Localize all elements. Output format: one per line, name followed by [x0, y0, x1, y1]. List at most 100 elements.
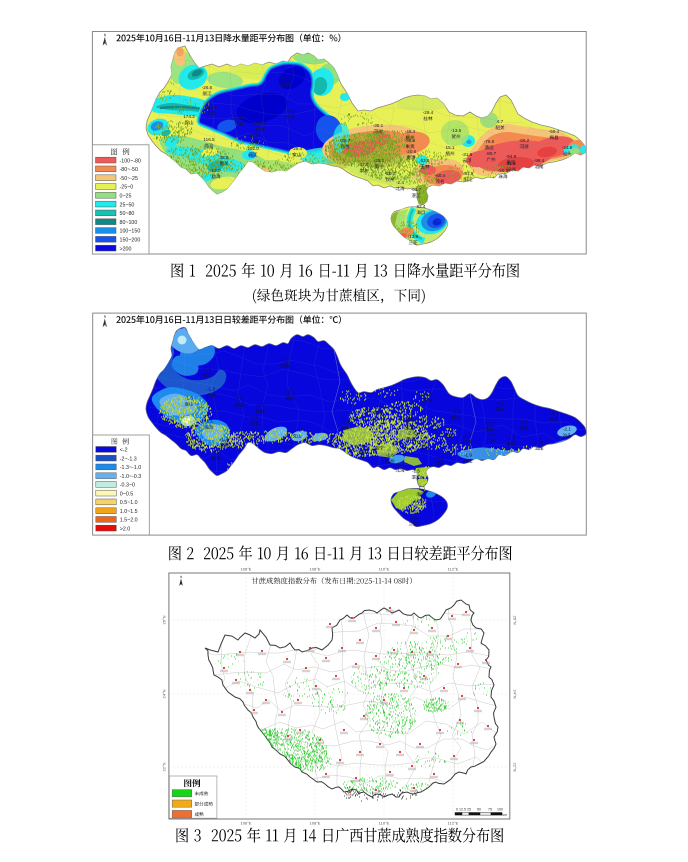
svg-text:-76.8: -76.8 — [484, 139, 495, 144]
svg-text:244.0: 244.0 — [284, 108, 296, 113]
svg-text:110°E: 110°E — [379, 567, 390, 572]
svg-text:-2.1: -2.1 — [293, 428, 301, 433]
svg-text:-20.0: -20.0 — [385, 171, 396, 176]
svg-text:-1.3~-1.0: -1.3~-1.0 — [120, 465, 141, 471]
svg-text:-20.6: -20.6 — [406, 149, 417, 154]
svg-text:-25~0: -25~0 — [120, 185, 134, 191]
svg-text:110°E: 110°E — [379, 821, 390, 826]
svg-text:1.5~2.0: 1.5~2.0 — [120, 518, 138, 524]
svg-text:-1.6: -1.6 — [360, 444, 368, 449]
svg-text:112°E: 112°E — [448, 821, 459, 826]
svg-text:-1.2: -1.2 — [220, 437, 228, 442]
svg-text:41.6: 41.6 — [507, 161, 516, 166]
svg-text:25~50: 25~50 — [120, 202, 135, 208]
svg-text:-25.1: -25.1 — [374, 158, 385, 163]
svg-text:-31.8: -31.8 — [462, 152, 473, 157]
svg-text:-3.3: -3.3 — [550, 411, 558, 416]
svg-text:-2.7: -2.7 — [487, 433, 495, 438]
svg-text:-2.6: -2.6 — [424, 392, 432, 397]
svg-text:250.1: 250.1 — [254, 121, 266, 126]
svg-text:244.1: 244.1 — [233, 115, 245, 120]
svg-text:<-2: <-2 — [120, 448, 128, 454]
svg-text:4.7: 4.7 — [497, 119, 504, 124]
svg-text:-3.3: -3.3 — [485, 421, 493, 426]
svg-text:-2.5: -2.5 — [235, 397, 243, 402]
svg-text:50: 50 — [477, 808, 481, 812]
svg-text:-13.9: -13.9 — [408, 234, 419, 239]
svg-text:123.9: 123.9 — [205, 105, 217, 110]
svg-text:-0.9: -0.9 — [212, 450, 220, 455]
svg-text:-2.2: -2.2 — [446, 427, 454, 432]
svg-text:116.5: 116.5 — [203, 137, 215, 142]
svg-text:-0.9: -0.9 — [250, 415, 258, 420]
svg-text:100~150: 100~150 — [120, 229, 141, 235]
svg-text:26°N: 26°N — [512, 616, 517, 625]
svg-text:-51.9: -51.9 — [463, 171, 474, 176]
svg-text:0.5~1.0: 0.5~1.0 — [120, 500, 138, 506]
svg-text:-1.5: -1.5 — [412, 469, 420, 474]
svg-text:-50~-25: -50~-25 — [120, 176, 138, 182]
svg-text:0~25: 0~25 — [120, 194, 132, 200]
svg-text:-34.8: -34.8 — [562, 145, 573, 150]
svg-text:-2~-1.3: -2~-1.3 — [120, 456, 137, 462]
svg-text:174.2: 174.2 — [183, 114, 195, 119]
svg-text:-1.2: -1.2 — [249, 428, 257, 433]
svg-text:150~200: 150~200 — [120, 238, 141, 244]
svg-text:-2.4: -2.4 — [396, 180, 404, 185]
svg-text:-48.4: -48.4 — [405, 129, 416, 134]
svg-text:-98.4: -98.4 — [534, 158, 545, 163]
svg-text:-1.3: -1.3 — [207, 387, 215, 392]
svg-text:92.0: 92.0 — [250, 133, 259, 138]
svg-text:22°N: 22°N — [162, 762, 167, 771]
svg-text:-80.7: -80.7 — [486, 151, 497, 156]
svg-text:-13.5: -13.5 — [451, 128, 462, 133]
svg-text:-1.9: -1.9 — [464, 453, 472, 458]
svg-text:24°N: 24°N — [162, 689, 167, 698]
svg-text:-2.1: -2.1 — [563, 427, 571, 432]
svg-text:-0.8: -0.8 — [409, 516, 417, 521]
svg-text:-56.6: -56.6 — [405, 138, 416, 143]
svg-text:-94.9: -94.9 — [506, 154, 517, 159]
svg-text:-56.1: -56.1 — [498, 168, 509, 173]
svg-text:-2.7: -2.7 — [463, 434, 471, 439]
svg-text:-60.4: -60.4 — [435, 173, 446, 178]
svg-text:-2.3: -2.3 — [452, 410, 460, 415]
svg-text:112°E: 112°E — [448, 567, 459, 572]
svg-text:-4.1: -4.1 — [496, 401, 504, 406]
svg-text:0~0.5: 0~0.5 — [120, 491, 133, 497]
svg-text:0 12.5 25: 0 12.5 25 — [456, 808, 471, 812]
svg-text:38.0: 38.0 — [220, 155, 229, 160]
svg-text:80~100: 80~100 — [120, 220, 138, 226]
svg-text:82.4: 82.4 — [417, 204, 426, 209]
svg-text:-2.9: -2.9 — [507, 436, 515, 441]
svg-text:108°E: 108°E — [310, 567, 321, 572]
svg-text:-1.1: -1.1 — [205, 419, 213, 424]
svg-text:-2.2: -2.2 — [421, 440, 429, 445]
svg-text:-35.1: -35.1 — [373, 123, 384, 128]
svg-text:-59.4: -59.4 — [549, 129, 560, 134]
svg-text:-1.8: -1.8 — [341, 420, 349, 425]
svg-text:15.1: 15.1 — [446, 145, 455, 150]
svg-text:202.3: 202.3 — [279, 76, 291, 81]
svg-text:-80~-50: -80~-50 — [120, 167, 138, 173]
svg-text:47.0: 47.0 — [360, 162, 369, 167]
svg-text:-29.4: -29.4 — [423, 110, 434, 115]
svg-text:-2.2: -2.2 — [406, 411, 414, 416]
svg-text:-2.4: -2.4 — [256, 403, 264, 408]
svg-text:>200: >200 — [120, 246, 132, 252]
svg-text:-2.8: -2.8 — [281, 358, 289, 363]
svg-text:75: 75 — [488, 808, 492, 812]
svg-text:-3.2: -3.2 — [520, 420, 528, 425]
svg-text:50~80: 50~80 — [120, 211, 135, 217]
svg-text:-2.1: -2.1 — [375, 440, 383, 445]
svg-text:-1.5: -1.5 — [185, 396, 193, 401]
svg-text:1.0~1.5: 1.0~1.5 — [120, 509, 138, 515]
svg-text:106°E: 106°E — [241, 821, 252, 826]
svg-text:24°N: 24°N — [512, 690, 517, 699]
svg-text:-2.3: -2.3 — [374, 405, 382, 410]
svg-text:106°E: 106°E — [241, 567, 252, 572]
svg-text:-2.1: -2.1 — [406, 420, 414, 425]
svg-text:102.0: 102.0 — [247, 146, 259, 151]
svg-text:-2.4: -2.4 — [535, 440, 543, 445]
svg-text:-66.2: -66.2 — [519, 138, 530, 143]
